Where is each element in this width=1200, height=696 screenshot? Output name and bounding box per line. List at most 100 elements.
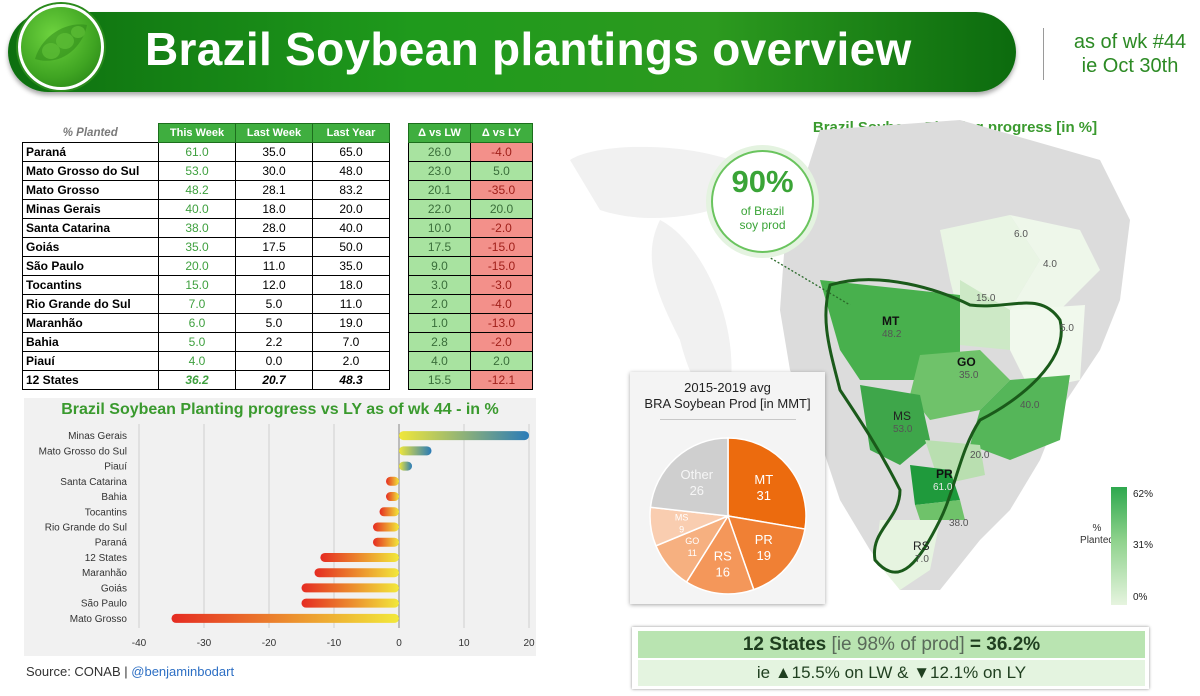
this-week-value: 38.0 bbox=[158, 218, 236, 238]
last-year-header: Last Year bbox=[312, 123, 390, 143]
map-label-code: MT bbox=[882, 314, 900, 328]
summary-line2: ie ▲15.5% on LW & ▼12.1% on LY bbox=[638, 660, 1145, 686]
table-row: Piauí 4.0 0.0 2.0 bbox=[22, 351, 390, 371]
legend-min-label: 0% bbox=[1133, 592, 1148, 603]
category-label: Maranhão bbox=[82, 568, 127, 579]
delta-ly-value: -4.0 bbox=[470, 294, 533, 314]
pie-title-rule bbox=[660, 419, 796, 420]
delta-ly-value: -13.0 bbox=[470, 313, 533, 333]
bar bbox=[301, 598, 399, 608]
pie-title-line1: 2015-2019 avg bbox=[684, 380, 771, 395]
pie-slice-value: 16 bbox=[716, 565, 730, 580]
page-title: Brazil Soybean plantings overview bbox=[145, 23, 912, 75]
legend-title-line2: Planted bbox=[1080, 535, 1114, 546]
share-caption-line2: soy prod bbox=[739, 218, 786, 232]
legend-title: % Planted bbox=[1072, 523, 1122, 547]
table-row: 10.0 -2.0 bbox=[408, 218, 533, 238]
table-row: Tocantins 15.0 12.0 18.0 bbox=[22, 275, 390, 295]
last-year-value: 18.0 bbox=[312, 275, 390, 295]
pie-slice-label: Other bbox=[681, 467, 714, 482]
last-week-value: 5.0 bbox=[235, 313, 313, 333]
map-label-code: PR bbox=[936, 467, 953, 481]
state-name: Santa Catarina bbox=[22, 218, 159, 238]
table-row: Mato Grosso 48.2 28.1 83.2 bbox=[22, 180, 390, 200]
bar bbox=[314, 568, 399, 578]
last-week-value: 18.0 bbox=[235, 199, 313, 219]
state-bahia bbox=[1010, 305, 1085, 390]
table-row: 4.0 2.0 bbox=[408, 351, 533, 371]
x-tick-label: -20 bbox=[262, 638, 277, 649]
soybean-pod-icon bbox=[35, 24, 87, 61]
table-row: 23.0 5.0 bbox=[408, 161, 533, 181]
map-label-value: 35.0 bbox=[959, 370, 979, 381]
bar-chart-panel bbox=[24, 398, 536, 656]
table-row: 26.0 -4.0 bbox=[408, 142, 533, 162]
delta-lw-value: 26.0 bbox=[408, 142, 471, 162]
map-label-code: RS bbox=[913, 539, 930, 553]
as-of-date: ie Oct 30th bbox=[1081, 55, 1179, 77]
table-row: 9.0 -15.0 bbox=[408, 256, 533, 276]
state-name: Piauí bbox=[22, 351, 159, 371]
this-week-value: 20.0 bbox=[158, 256, 236, 276]
last-year-value: 48.0 bbox=[312, 161, 390, 181]
table-row: 2.8 -2.0 bbox=[408, 332, 533, 352]
category-label: Rio Grande do Sul bbox=[45, 523, 127, 534]
this-week-value: 61.0 bbox=[158, 142, 236, 162]
last-year-value: 48.3 bbox=[312, 370, 390, 390]
share-caption-line1: of Brazil bbox=[740, 204, 785, 218]
state-minas-gerais bbox=[970, 375, 1070, 460]
map-label-code: GO bbox=[957, 355, 976, 369]
last-week-value: 0.0 bbox=[235, 351, 313, 371]
legend-mid-label: 31% bbox=[1133, 540, 1154, 551]
this-week-value: 4.0 bbox=[158, 351, 236, 371]
category-label: Minas Gerais bbox=[68, 431, 127, 442]
pie-title-line2: BRA Soybean Prod [in MMT] bbox=[644, 396, 811, 411]
as-of-label: as of wk #44 ie Oct 30th bbox=[1060, 30, 1200, 78]
delta-ly-value: -35.0 bbox=[470, 180, 533, 200]
summary-result: = 36.2% bbox=[969, 634, 1041, 655]
delta-lw-value: 4.0 bbox=[408, 351, 471, 371]
pie-slice bbox=[726, 515, 806, 591]
delta-lw-header: Δ vs LW bbox=[408, 123, 471, 143]
delta-ly-value: -12.1 bbox=[470, 370, 533, 390]
as-of-week: as of wk #44 bbox=[1073, 31, 1187, 53]
table-row: 12 States 36.2 20.7 48.3 bbox=[22, 370, 390, 390]
brazil-map: MT 48.2 GO 35.0 MS 53.0 PR 61.0 RS 7.0 6… bbox=[570, 120, 1130, 590]
summary-line1: 12 States [ie 98% of prod] = 36.2% bbox=[638, 631, 1145, 658]
category-label: Mato Grosso bbox=[70, 614, 128, 625]
pie-slice-value: 31 bbox=[757, 488, 771, 503]
this-week-value: 7.0 bbox=[158, 294, 236, 314]
state-name: São Paulo bbox=[22, 256, 159, 276]
table-row: Rio Grande do Sul 7.0 5.0 11.0 bbox=[22, 294, 390, 314]
last-year-value: 20.0 bbox=[312, 199, 390, 219]
category-label: Mato Grosso do Sul bbox=[39, 446, 127, 457]
last-week-value: 20.7 bbox=[235, 370, 313, 390]
this-week-value: 5.0 bbox=[158, 332, 236, 352]
last-year-value: 35.0 bbox=[312, 256, 390, 276]
map-label-value: 61.0 bbox=[933, 482, 953, 493]
bar bbox=[399, 446, 432, 456]
bar bbox=[171, 613, 399, 623]
author-handle-link[interactable]: @benjaminbodart bbox=[131, 664, 235, 679]
pie-slice-label: PR bbox=[755, 532, 773, 547]
category-label: 12 States bbox=[85, 553, 127, 564]
delta-ly-value: -2.0 bbox=[470, 218, 533, 238]
map-value-label: 20.0 bbox=[970, 450, 990, 461]
bar bbox=[379, 507, 399, 517]
legend-title-line1: % bbox=[1092, 523, 1102, 534]
pie-slice-label: MT bbox=[754, 472, 773, 487]
table-row: 2.0 -4.0 bbox=[408, 294, 533, 314]
pct-planted-header: % Planted bbox=[62, 126, 118, 139]
bar bbox=[386, 476, 399, 486]
table-row: 20.1 -35.0 bbox=[408, 180, 533, 200]
pie-title: 2015-2019 avg BRA Soybean Prod [in MMT] bbox=[630, 380, 825, 412]
last-week-value: 12.0 bbox=[235, 275, 313, 295]
bar bbox=[399, 431, 529, 441]
this-week-value: 6.0 bbox=[158, 313, 236, 333]
map-label-value: 53.0 bbox=[893, 424, 913, 435]
state-name: Mato Grosso do Sul bbox=[22, 161, 159, 181]
bar bbox=[373, 537, 399, 547]
production-share-value: 90% bbox=[731, 164, 794, 199]
state-name: 12 States bbox=[22, 370, 159, 390]
delta-lw-value: 15.5 bbox=[408, 370, 471, 390]
